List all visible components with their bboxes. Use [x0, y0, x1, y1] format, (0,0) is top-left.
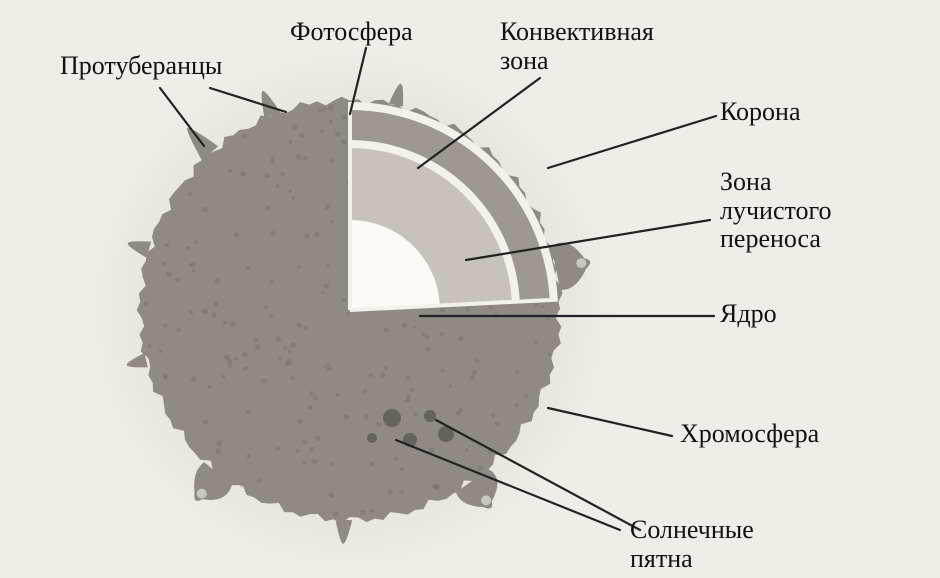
label-corona: Корона: [720, 98, 801, 127]
label-sunspots: Солнечные пятна: [630, 516, 754, 573]
label-chromosphere: Хромосфера: [680, 420, 819, 449]
label-photosphere: Фотосфера: [290, 18, 413, 47]
label-core: Ядро: [720, 300, 777, 329]
sun-structure-diagram: Протуберанцы Фотосфера Конвективная зона…: [0, 0, 940, 578]
label-convective-zone: Конвективная зона: [500, 18, 654, 75]
label-prominences: Протуберанцы: [60, 52, 222, 81]
diagram-svg: [0, 0, 940, 578]
label-radiative-zone: Зона лучистого переноса: [720, 168, 832, 254]
